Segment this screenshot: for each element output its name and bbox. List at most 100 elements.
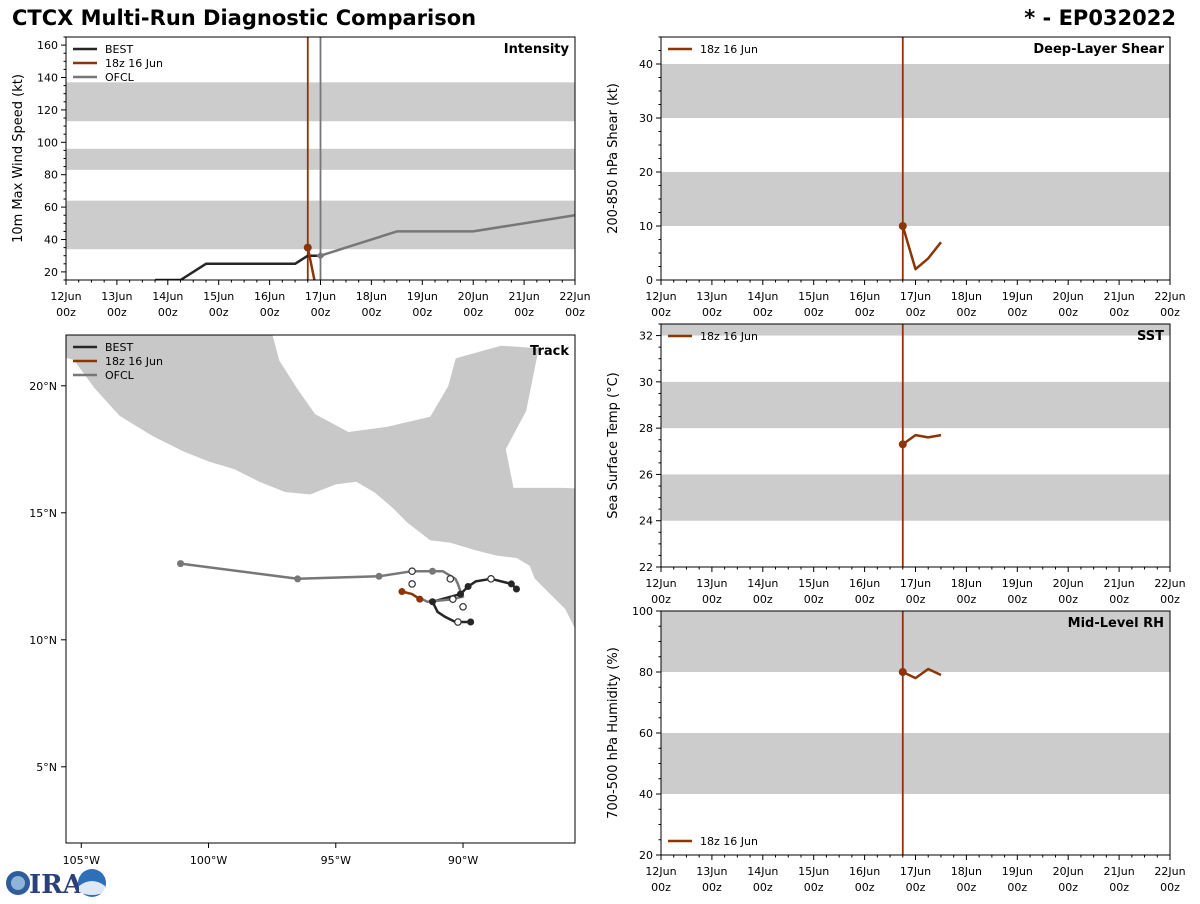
x-tick-label-hour: 00z (1058, 593, 1078, 606)
x-tick-label-hour: 00z (412, 306, 432, 319)
page-title: CTCX Multi-Run Diagnostic Comparison (12, 6, 477, 30)
y-tick-label: 30 (639, 112, 653, 125)
y-tick-label: 80 (639, 666, 653, 679)
x-tick-label-hour: 00z (1007, 881, 1027, 894)
lon-tick-label: 95°W (321, 854, 351, 867)
x-tick-label-date: 17Jun (900, 865, 931, 878)
y-tick-label: 20 (639, 166, 653, 179)
x-tick-label-hour: 00z (753, 306, 773, 319)
threshold-band (661, 64, 1170, 118)
y-tick-label: 30 (639, 376, 653, 389)
x-tick-label-hour: 00z (804, 881, 824, 894)
threshold-band (661, 611, 1170, 672)
track-point-run (416, 595, 424, 603)
x-tick-label-hour: 00z (804, 306, 824, 319)
y-tick-label: 40 (639, 788, 653, 801)
x-tick-label-hour: 00z (1160, 593, 1180, 606)
x-tick-label-date: 22Jun (1154, 865, 1185, 878)
panel-shear: 0 10 20 30 40 12Jun 00z 13Jun 00z 14Jun 00z 15Jun 00… (606, 36, 1186, 319)
y-axis-label: 10m Max Wind Speed (kt) (11, 74, 26, 243)
x-tick-label-hour: 00z (158, 306, 178, 319)
x-tick-label-hour: 00z (1109, 593, 1129, 606)
x-tick-label-date: 16Jun (254, 290, 285, 303)
series-marker-run (898, 668, 907, 676)
x-tick-label-hour: 00z (906, 881, 926, 894)
x-tick-label-date: 12Jun (645, 290, 676, 303)
x-tick-label-hour: 00z (855, 881, 875, 894)
panel-title: SST (1137, 329, 1164, 344)
x-tick-label-date: 14Jun (747, 577, 778, 590)
x-tick-label-hour: 00z (753, 593, 773, 606)
y-tick-label: 100 (632, 605, 653, 618)
x-tick-label-date: 14Jun (747, 290, 778, 303)
panel-track: 105°W 100°W 95°W 90°W 5°N 10°N 15°N 20°N Track BE… (29, 334, 576, 867)
lon-tick-label: 90°W (448, 854, 478, 867)
x-tick-label-hour: 00z (855, 306, 875, 319)
y-tick-label: 60 (44, 201, 58, 214)
x-tick-label-hour: 00z (565, 306, 585, 319)
x-tick-label-date: 19Jun (1002, 290, 1033, 303)
y-tick-label: 20 (639, 849, 653, 862)
series-marker-ofcl (316, 251, 325, 260)
x-tick-label-date: 12Jun (645, 865, 676, 878)
panel-sst: 22 24 26 28 30 32 12Jun 00z 13Jun 00z 14Jun 00z 15Ju… (606, 323, 1186, 606)
storm-id: * - EP032022 (1024, 6, 1176, 30)
map-area (66, 335, 575, 631)
track-point-ofcl (428, 567, 436, 575)
y-tick-label: 28 (639, 422, 653, 435)
track-open-point-ofcl (459, 602, 467, 611)
x-tick-label-date: 14Jun (152, 290, 183, 303)
x-tick-label-hour: 00z (311, 306, 331, 319)
panel-rh: 20 40 60 80 100 12Jun 00z 13Jun 00z 14Jun 00z 15Jun… (606, 605, 1186, 894)
x-tick-label-date: 19Jun (1002, 865, 1033, 878)
x-tick-label-date: 21Jun (509, 290, 540, 303)
x-tick-label-date: 16Jun (849, 577, 880, 590)
y-axis-label: Sea Surface Temp (°C) (606, 372, 621, 519)
y-tick-label: 100 (37, 136, 58, 149)
track-point-best (456, 590, 464, 598)
panel-intensity: 20 40 60 80 100 120 140 160 12Jun 00z 13Jun 00z 14Ju… (11, 36, 591, 319)
track-point-best (464, 582, 472, 590)
x-tick-label-hour: 00z (906, 593, 926, 606)
x-tick-label-date: 22Jun (1154, 290, 1185, 303)
x-tick-label-hour: 00z (651, 306, 671, 319)
x-tick-label-hour: 00z (651, 593, 671, 606)
x-tick-label-date: 17Jun (900, 290, 931, 303)
x-tick-label-date: 19Jun (1002, 577, 1033, 590)
track-open-point-ofcl (408, 567, 416, 576)
x-tick-label-hour: 00z (702, 593, 722, 606)
panel-title: Track (530, 344, 569, 359)
panel-title: Mid-Level RH (1068, 616, 1164, 631)
x-tick-label-date: 14Jun (747, 865, 778, 878)
track-open-point-ofcl (449, 595, 457, 603)
lon-tick-label: 105°W (63, 854, 100, 867)
x-tick-label-date: 15Jun (203, 290, 234, 303)
x-tick-label-hour: 00z (107, 306, 127, 319)
x-tick-label-hour: 00z (362, 306, 382, 319)
series-line-ofcl (320, 213, 575, 257)
x-tick-label-hour: 00z (855, 593, 875, 606)
track-open-point-best (487, 575, 495, 583)
x-tick-label-date: 16Jun (849, 290, 880, 303)
x-tick-label-date: 20Jun (1053, 290, 1084, 303)
lat-tick-label: 5°N (36, 761, 57, 774)
y-tick-label: 140 (37, 72, 58, 85)
svg-text:IRA: IRA (29, 870, 84, 900)
track-point-best (428, 598, 436, 606)
x-tick-label-hour: 00z (957, 593, 977, 606)
track-open-point-ofcl (454, 618, 462, 626)
x-tick-label-hour: 00z (1109, 306, 1129, 319)
y-tick-label: 0 (646, 274, 653, 287)
cira-logo: IRA (6, 869, 106, 900)
axes-frame (660, 323, 1171, 568)
legend-label-run: 18z 16 Jun (105, 57, 163, 70)
series-line-best (155, 254, 321, 280)
panel-title: Intensity (504, 42, 570, 57)
y-tick-label: 22 (639, 561, 653, 574)
legend-label-ofcl: OFCL (105, 71, 135, 84)
y-tick-label: 32 (639, 330, 653, 343)
legend-label-run: 18z 16 Jun (105, 355, 163, 368)
legend-label-ofcl: OFCL (105, 369, 135, 382)
x-tick-label-date: 16Jun (849, 865, 880, 878)
x-tick-label-date: 12Jun (645, 577, 676, 590)
